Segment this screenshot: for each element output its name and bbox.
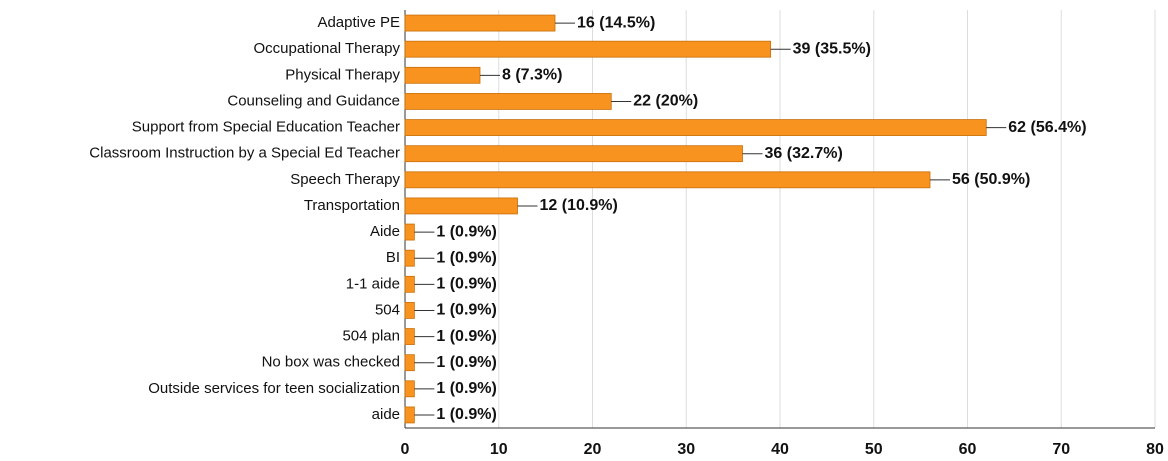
y-tick-label: No box was checked: [262, 354, 400, 371]
value-label: 1 (0.9%): [436, 354, 496, 371]
bar: [404, 171, 931, 189]
x-tick-label: 10: [490, 441, 508, 458]
value-label: 1 (0.9%): [436, 249, 496, 266]
bar: [404, 119, 987, 136]
y-tick-label: Classroom Instruction by a Special Ed Te…: [89, 145, 400, 162]
bar: [404, 406, 415, 424]
x-tick-label: 20: [584, 441, 602, 458]
y-tick-label: 504 plan: [342, 328, 400, 345]
y-tick-label: 504: [375, 301, 400, 318]
value-label: 1 (0.9%): [436, 328, 496, 345]
bar: [404, 223, 415, 241]
value-label: 8 (7.3%): [502, 67, 562, 84]
x-tick-label: 50: [865, 441, 883, 458]
y-tick-label: Counseling and Guidance: [227, 92, 400, 109]
x-tick-label: 40: [771, 441, 789, 458]
value-label: 1 (0.9%): [436, 276, 496, 293]
y-tick-label: Outside services for teen socialization: [148, 380, 400, 397]
bar: [404, 14, 556, 32]
value-label: 56 (50.9%): [952, 171, 1030, 188]
y-tick-label: Speech Therapy: [290, 171, 400, 188]
y-tick-label: Occupational Therapy: [254, 40, 401, 57]
bar: [404, 249, 415, 267]
x-tick-label: 70: [1052, 441, 1070, 458]
bar: [404, 66, 481, 84]
value-label: 22 (20%): [633, 93, 698, 110]
value-label: 1 (0.9%): [436, 406, 496, 423]
bar: [404, 354, 415, 372]
bar: [404, 40, 772, 58]
bar: [404, 380, 415, 398]
y-tick-label: BI: [386, 249, 400, 266]
x-tick-label: 30: [677, 441, 695, 458]
y-tick-label: Transportation: [304, 197, 400, 214]
value-label: 62 (56.4%): [1008, 119, 1086, 136]
y-tick-label: Aide: [370, 223, 400, 240]
value-label: 1 (0.9%): [436, 380, 496, 397]
value-label: 39 (35.5%): [793, 40, 871, 57]
y-tick-label: Adaptive PE: [317, 14, 400, 31]
y-tick-label: aide: [372, 406, 400, 423]
value-label: 1 (0.9%): [436, 302, 496, 319]
value-label: 36 (32.7%): [765, 145, 843, 162]
bar: [404, 197, 518, 215]
value-label: 12 (10.9%): [540, 197, 618, 214]
bar: [404, 275, 415, 293]
x-tick-label: 80: [1146, 441, 1164, 458]
value-label: 1 (0.9%): [436, 223, 496, 240]
y-tick-label: Physical Therapy: [285, 66, 400, 83]
x-tick-label: 60: [959, 441, 977, 458]
bar: [404, 93, 612, 110]
y-tick-label: Support from Special Education Teacher: [132, 119, 400, 136]
y-tick-label: 1-1 aide: [346, 275, 400, 292]
bar: [404, 328, 415, 345]
x-tick-label: 0: [401, 441, 410, 458]
bar: [404, 302, 415, 319]
value-label: 16 (14.5%): [577, 14, 655, 31]
bar: [404, 145, 743, 163]
